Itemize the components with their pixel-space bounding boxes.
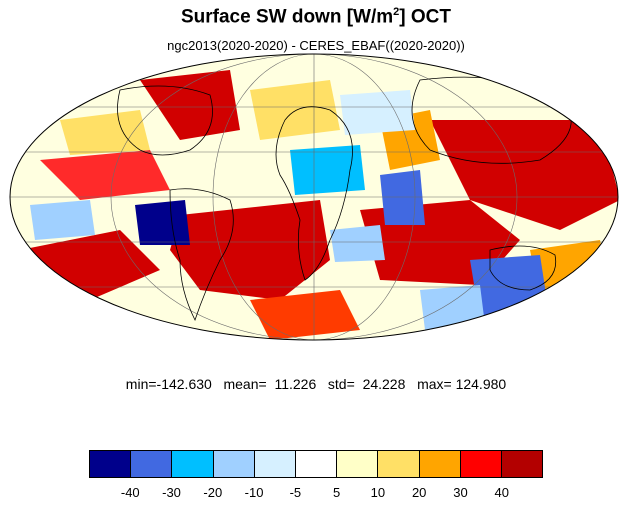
colorbar-swatch: [90, 451, 132, 477]
map-title: Surface SW down [W/m2] OCT: [180, 6, 452, 28]
colorbar-swatch: [131, 451, 173, 477]
colorbar-tick-label: -30: [162, 485, 181, 500]
colorbar: [89, 450, 543, 478]
colorbar-tick-label: -20: [203, 485, 223, 500]
colorbar-tick-label: -40: [120, 485, 140, 500]
statistics-line: min=-142.630 mean= 11.226 std= 24.228 ma…: [125, 376, 507, 392]
colorbar-swatch: [378, 451, 420, 477]
map-outline: [9, 53, 619, 341]
colorbar-tick-label: 20: [411, 485, 427, 500]
colorbar-swatch: [501, 451, 543, 477]
colorbar-tick-label: -5: [289, 485, 302, 500]
colorbar-tick-label: 10: [370, 485, 386, 500]
colorbar-swatch: [172, 451, 214, 477]
colorbar-swatch: [213, 451, 255, 477]
colorbar-swatch: [295, 451, 338, 477]
anomaly-field: [10, 54, 618, 340]
mollweide-map: [9, 53, 619, 341]
colorbar-tick-label: 40: [494, 485, 509, 500]
colorbar-tick-label: 5: [333, 485, 341, 500]
colorbar-tick-label: -10: [244, 485, 264, 500]
colorbar-tick-label: 30: [453, 485, 468, 500]
colorbar-swatch: [254, 451, 296, 477]
colorbar-swatch: [337, 451, 379, 477]
colorbar-swatch: [460, 451, 502, 477]
colorbar-swatch: [419, 451, 461, 477]
map-subtitle: ngc2013(2020-2020) - CERES_EBAF((2020-20…: [167, 38, 465, 53]
